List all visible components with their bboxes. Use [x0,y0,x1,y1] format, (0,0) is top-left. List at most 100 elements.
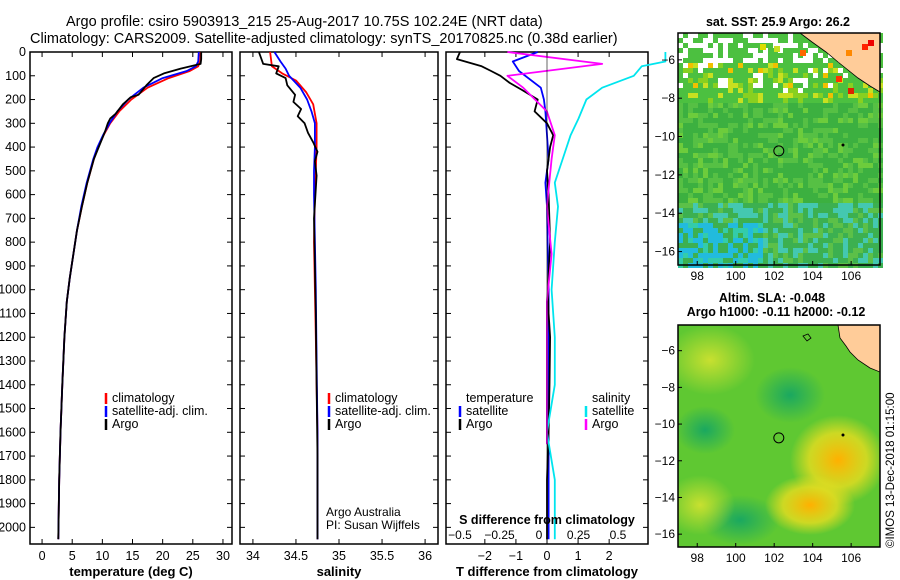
sst-cell [858,218,863,223]
sst-cell [853,108,858,113]
sst-cell [723,33,728,38]
sst-cell [733,148,738,153]
sst-cell [723,178,728,183]
sst-cell [803,193,808,198]
sst-cell [778,73,783,78]
sst-cell [703,118,708,123]
sst-cell [798,173,803,178]
sst-cell [793,53,798,58]
sst-cell [813,103,818,108]
sst-cell [838,173,843,178]
sst-cell [853,223,858,228]
sst-cell [713,128,718,133]
sst-cell [813,193,818,198]
sst-cell [753,168,758,173]
sst-cell [803,43,808,48]
sst-cell [763,198,768,203]
sst-cell [838,93,843,98]
sst-cell [688,93,693,98]
sst-cell [713,133,718,138]
depth-tick-label: 700 [5,211,26,225]
sst-cell [823,228,828,233]
sst-cell [803,58,808,63]
sst-cell [723,58,728,63]
sst-cell [698,178,703,183]
sst-cell [828,118,833,123]
sst-cell [753,223,758,228]
sst-cell [718,73,723,78]
sst-cell [863,243,868,248]
sst-cell [833,133,838,138]
sst-cell [753,133,758,138]
sst-hot-cell [836,76,842,82]
x-tick-label: 30 [216,549,230,563]
sst-cell [713,258,718,263]
sst-cell [753,48,758,53]
map-y-tick-label: −6 [661,53,675,67]
sst-cell [693,123,698,128]
sst-cell [728,238,733,243]
map-y-tick-label: −10 [655,130,676,144]
sst-cell [748,58,753,63]
sst-cell [808,58,813,63]
sst-cell [703,208,708,213]
sst-cell [733,233,738,238]
sst-cell [733,53,738,58]
sst-cell [813,93,818,98]
sst-cell [813,198,818,203]
sst-cell [718,33,723,38]
sst-cell [693,248,698,253]
sst-cell [858,88,863,93]
sst-cell [678,208,683,213]
sst-cell [683,208,688,213]
map-x-tick-label: 102 [764,551,784,565]
s-difference-axis-label: S difference from climatology [459,513,635,527]
sst-cell [683,238,688,243]
sst-cell [753,188,758,193]
sst-cell [743,188,748,193]
sst-cell [718,183,723,188]
sst-cell [818,108,823,113]
sst-cell [733,188,738,193]
depth-tick-label: 500 [5,164,26,178]
sst-cell [788,33,793,38]
sst-cell [678,153,683,158]
sst-cell [738,138,743,143]
sst-cell [738,128,743,133]
sst-cell [683,213,688,218]
sst-cell [803,203,808,208]
sst-cell [843,83,848,88]
sst-cell [788,108,793,113]
sst-cell [853,138,858,143]
sst-cell [683,153,688,158]
sst-cell [788,223,793,228]
sst-cell [873,168,878,173]
sst-cell [783,68,788,73]
sst-cell [733,68,738,73]
sst-cell [738,38,743,43]
sst-cell [768,108,773,113]
sst-cell [793,58,798,63]
sst-cell [833,243,838,248]
sst-cell [813,128,818,133]
sst-cell [758,178,763,183]
sst-cell [763,148,768,153]
sst-cell [698,213,703,218]
sst-cell [818,238,823,243]
sst-cell [683,138,688,143]
sst-cell [703,68,708,73]
sst-cell [683,188,688,193]
sst-cell [868,148,873,153]
sst-cell [788,48,793,53]
sst-cell [813,88,818,93]
difference-panel: −2 −1 0 1 2 −0.5 −0.25 0 0.25 0.5 temperature sa… [445,51,667,579]
sst-cell [773,248,778,253]
sst-cell [868,178,873,183]
sst-cell [843,188,848,193]
sst-cell [823,63,828,68]
sst-cell [808,88,813,93]
sst-cell [758,53,763,58]
sst-cell [773,238,778,243]
sst-cell [803,258,808,263]
sst-cell [703,233,708,238]
